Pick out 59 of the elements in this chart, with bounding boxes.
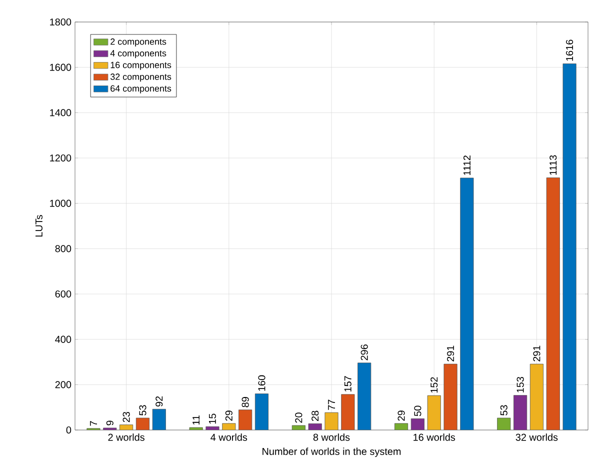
x-tick-label: 16 worlds [414,434,456,441]
data-label: 29 [398,410,405,421]
data-label: 53 [139,405,146,416]
bar [254,394,268,430]
y-tick-label: 600 [55,290,72,298]
legend-label: 32 components [110,74,172,82]
data-label: 77 [328,400,335,410]
legend-label: 16 components [110,62,172,70]
x-tick-label: 32 worlds [516,434,558,441]
data-label: 1113 [550,155,557,175]
bar [444,364,458,430]
data-label: 1112 [463,156,470,175]
data-label: 23 [122,412,130,422]
data-label: 160 [258,375,266,391]
data-label: 15 [209,414,216,424]
x-axis-title: Number of worlds in the system [262,448,401,457]
legend-label: 4 components [110,50,166,58]
data-label: 291 [446,346,454,362]
data-label: 7 [90,421,97,426]
data-label: 157 [344,376,352,392]
data-label: 291 [533,346,540,362]
bar [562,64,576,430]
data-label: 92 [156,396,163,406]
x-tick-label: 8 worlds [313,434,350,441]
x-tick-label: 2 worlds [108,434,144,441]
bar [530,364,544,430]
y-tick-label: 1000 [50,200,72,207]
data-label: 152 [430,377,438,393]
y-tick-label: 1200 [50,154,72,162]
data-label: 29 [225,410,232,421]
bar [358,362,372,430]
y-tick-label: 1800 [50,18,72,26]
data-label: 153 [516,376,524,392]
y-axis-title: LUTs [36,215,42,237]
data-label: 89 [242,397,249,408]
data-label: 20 [295,412,302,423]
data-label: 28 [312,410,319,421]
bar [514,395,528,430]
y-tick-label: 800 [55,245,72,252]
legend-label: 64 components [110,85,172,94]
legend-label: 2 components [110,38,166,47]
data-label: 50 [414,406,422,416]
data-label: 296 [360,344,368,360]
y-tick-label: 400 [55,336,72,343]
y-tick-label: 1400 [50,109,72,116]
bar [427,395,441,430]
bar [341,394,355,430]
x-tick-label: 4 worlds [210,434,248,441]
data-label: 53 [500,405,508,416]
data-label: 11 [192,415,200,425]
y-tick-label: 0 [66,426,72,434]
y-tick-label: 200 [55,381,72,388]
bar [238,410,252,430]
bar [460,178,474,430]
data-label: 1616 [566,40,574,61]
bar [546,178,560,430]
y-tick-label: 1600 [50,64,72,71]
bar [152,408,166,430]
data-label: 9 [106,420,114,426]
